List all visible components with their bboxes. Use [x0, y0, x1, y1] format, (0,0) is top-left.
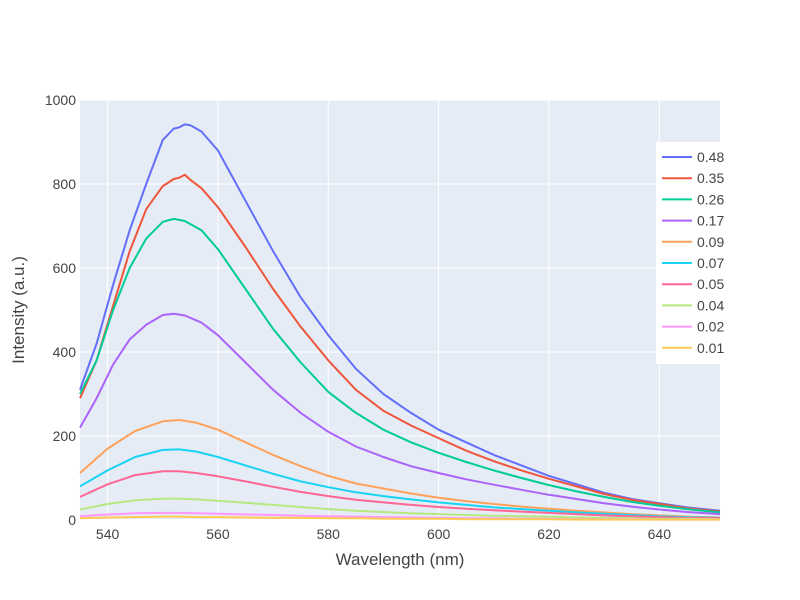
y-tick-label: 0 [68, 512, 76, 528]
x-tick-label: 600 [427, 526, 451, 542]
legend-item-label: 0.05 [697, 276, 724, 292]
series-line-0.35 [79, 173, 721, 513]
y-tick-label: 200 [53, 428, 77, 444]
legend-item-label: 0.26 [697, 191, 724, 207]
series-line-0.26 [79, 217, 721, 514]
legend-item-label: 0.07 [697, 255, 724, 271]
y-tick-label: 800 [53, 176, 77, 192]
x-tick-label: 580 [317, 526, 341, 542]
legend-item-label: 0.01 [697, 340, 724, 356]
x-axis-title: Wavelength (nm) [336, 550, 465, 569]
legend: 0.48 0.35 0.26 0.17 0.09 0.07 0.05 0.04 0.02 0.01 [656, 142, 724, 364]
y-tick-label: 600 [53, 260, 77, 276]
y-axis-title: Intensity (a.u.) [9, 256, 28, 364]
series-line-0.09 [79, 419, 721, 519]
y-tick-label: 1000 [45, 92, 76, 108]
y-axis-ticks: 0 200 400 600 800 1000 [45, 92, 76, 528]
series-line-0.17 [79, 312, 721, 516]
legend-item-label: 0.35 [697, 170, 724, 186]
x-tick-label: 640 [648, 526, 672, 542]
series-lines [79, 123, 721, 521]
series-line-0.48 [79, 123, 721, 512]
series-line-0.04 [79, 497, 721, 521]
series-line-0.07 [79, 448, 721, 519]
series-line-0.05 [79, 470, 721, 520]
legend-item-label: 0.17 [697, 213, 724, 229]
plot-background [80, 100, 720, 520]
series-line-0.01 [79, 515, 720, 521]
x-tick-label: 620 [537, 526, 561, 542]
legend-item-label: 0.02 [697, 319, 724, 335]
y-tick-label: 400 [53, 344, 77, 360]
legend-item-label: 0.48 [697, 149, 724, 165]
x-tick-label: 540 [96, 526, 120, 542]
legend-item-label: 0.09 [697, 234, 724, 250]
x-axis-ticks: 540 560 580 600 620 640 [96, 526, 671, 542]
x-tick-label: 560 [206, 526, 230, 542]
legend-item-label: 0.04 [697, 297, 724, 313]
